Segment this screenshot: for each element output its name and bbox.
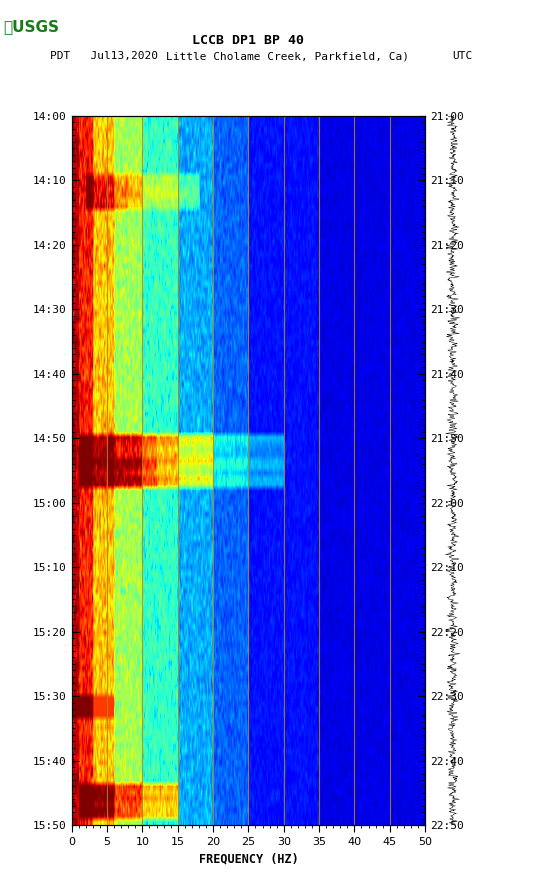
Text: LCCB DP1 BP 40: LCCB DP1 BP 40	[193, 34, 304, 46]
Text: UTC: UTC	[453, 51, 473, 62]
Text: PDT   Jul13,2020: PDT Jul13,2020	[50, 51, 158, 62]
Text: ⛰USGS: ⛰USGS	[3, 20, 59, 34]
Text: Little Cholame Creek, Parkfield, Ca): Little Cholame Creek, Parkfield, Ca)	[166, 51, 408, 62]
X-axis label: FREQUENCY (HZ): FREQUENCY (HZ)	[199, 853, 298, 865]
